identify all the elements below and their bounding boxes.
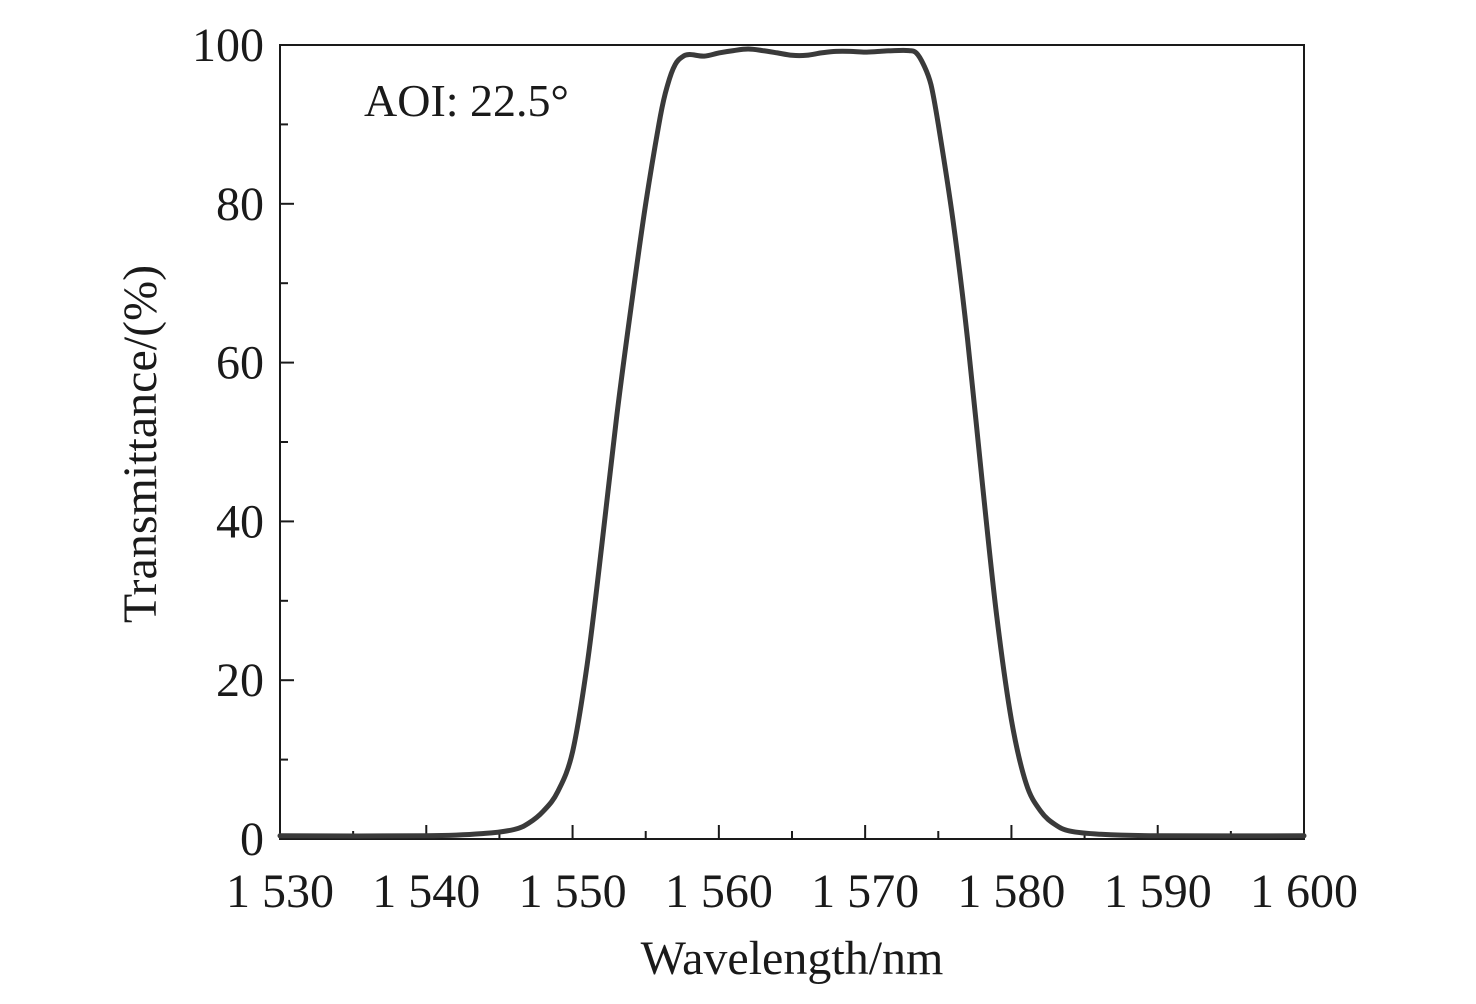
x-tick-label: 1 580 (957, 865, 1065, 918)
x-tick-label: 1 560 (665, 865, 773, 918)
x-tick-label: 1 570 (811, 865, 919, 918)
y-tick-label: 80 (216, 178, 264, 231)
x-tick-label: 1 530 (226, 865, 334, 918)
transmittance-curve (277, 46, 1307, 839)
y-tick-label: 40 (216, 495, 264, 548)
x-axis-title: Wavelength/nm (641, 932, 944, 985)
y-tick-label: 0 (240, 813, 264, 866)
x-tick-label: 1 550 (519, 865, 627, 918)
x-tick-label: 1 590 (1104, 865, 1212, 918)
y-tick-label: 100 (192, 19, 264, 72)
y-axis-title: Transmittance/(%) (114, 265, 167, 623)
y-tick-label: 60 (216, 337, 264, 390)
plot-frame (279, 44, 1305, 840)
x-tick-label: 1 600 (1250, 865, 1358, 918)
axes: 1 530 1 540 1 550 1 560 1 570 1 580 1 590 1 600… (192, 19, 1358, 918)
y-tick-label: 20 (216, 654, 264, 707)
aoi-annotation: AOI: 22.5° (364, 75, 569, 126)
x-tick-label: 1 540 (372, 865, 480, 918)
